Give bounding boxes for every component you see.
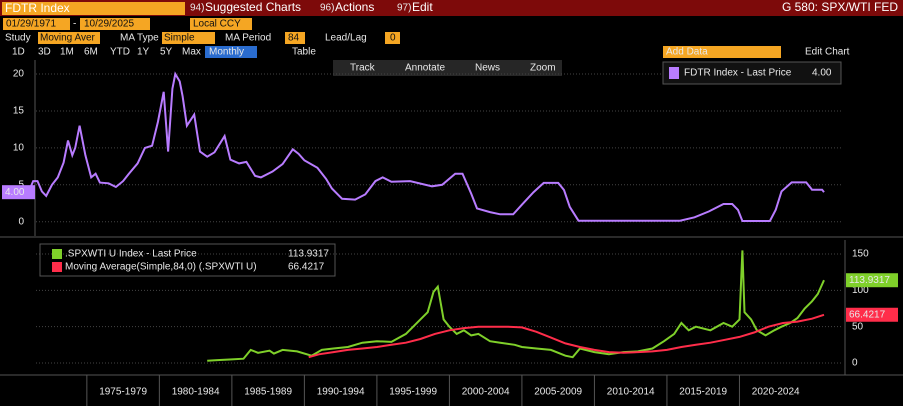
- period-button[interactable]: 3D: [38, 47, 51, 58]
- ma-type[interactable]: Simple: [164, 33, 195, 44]
- legend-box: [39, 243, 336, 277]
- frequency[interactable]: Monthly: [209, 47, 244, 58]
- ma-type-label: MA Type: [120, 33, 159, 44]
- x-tick-label: 2010-2014: [607, 387, 655, 398]
- menu[interactable]: Edit: [412, 0, 433, 14]
- date-input[interactable]: [80, 18, 150, 30]
- period-buttons: 1D 3D 1M 6M YTD 1Y 5Y Max: [12, 47, 201, 58]
- study-input[interactable]: [38, 32, 100, 44]
- chart-tool[interactable]: Annotate: [405, 63, 445, 74]
- y-tick-label: 0: [852, 358, 858, 369]
- last-value-tag: [846, 307, 898, 322]
- table-button[interactable]: Table: [292, 47, 316, 58]
- currency[interactable]: Local CCY: [193, 19, 241, 30]
- period-button[interactable]: 6M: [84, 47, 98, 58]
- chart-tool[interactable]: Track: [350, 63, 376, 74]
- legend-box: [662, 61, 842, 85]
- legend-swatch: [52, 249, 62, 259]
- study[interactable]: Moving Aver: [40, 33, 96, 44]
- series-line: [29, 71, 825, 222]
- chart-tools: [333, 60, 562, 76]
- y-tick-label: 50: [852, 321, 864, 332]
- legend-swatch: [669, 67, 679, 79]
- menu[interactable]: Actions: [335, 0, 374, 14]
- y-tick-label: 10: [13, 143, 25, 154]
- title-bar: [0, 0, 903, 16]
- legend-value: 4.00: [812, 68, 832, 79]
- ma-period-label: MA Period: [225, 33, 271, 44]
- last-value: 66.4217: [849, 309, 886, 320]
- x-tick-label: 2020-2024: [752, 387, 800, 398]
- legend-value: 66.4217: [288, 262, 325, 273]
- ma-period[interactable]: 84: [288, 33, 300, 44]
- x-tick-label: 1975-1979: [99, 387, 147, 398]
- y-tick-label: 0: [18, 216, 24, 227]
- x-tick-label: 1980-1984: [172, 387, 220, 398]
- add-data[interactable]: Add Data: [666, 47, 708, 58]
- legend-entry: Moving Average(Simple,84,0) (.SPXWTI U): [65, 262, 257, 273]
- add-data-input[interactable]: [663, 46, 781, 58]
- tool-group: Track Annotate News Zoom: [350, 63, 556, 74]
- menu-code: 97): [397, 3, 411, 14]
- legend-value: 113.9317: [288, 249, 329, 260]
- menu[interactable]: Suggested Charts: [205, 0, 301, 14]
- series-line: [207, 250, 825, 362]
- x-tick-label: 1990-1994: [317, 387, 365, 398]
- period-button[interactable]: 1D: [12, 47, 25, 58]
- period-button[interactable]: Max: [182, 47, 201, 58]
- legend-entry: FDTR Index - Last Price: [684, 68, 792, 79]
- edit-chart[interactable]: Edit Chart: [805, 47, 850, 58]
- menu-code: 96): [320, 3, 334, 14]
- start-date[interactable]: 01/29/1971: [6, 19, 56, 30]
- period-button[interactable]: YTD: [110, 47, 130, 58]
- x-tick-label: 2005-2009: [534, 387, 582, 398]
- chart-tool[interactable]: Zoom: [530, 63, 556, 74]
- ma-type-input[interactable]: [162, 32, 215, 44]
- lead-lag[interactable]: 0: [390, 33, 396, 44]
- y-tick-label: 100: [852, 285, 869, 296]
- currency-input[interactable]: [190, 18, 252, 30]
- date-input[interactable]: [3, 18, 70, 30]
- y-tick-label: 5: [18, 179, 24, 190]
- y-tick-label: 15: [13, 106, 25, 117]
- legend-entry: .SPXWTI U Index - Last Price: [65, 249, 197, 260]
- last-value: 4.00: [5, 187, 25, 198]
- ma-period-input[interactable]: [285, 32, 305, 44]
- y-tick-label: 150: [852, 249, 869, 260]
- y-tick-label: 20: [13, 69, 25, 80]
- x-tick-label: 2015-2019: [679, 387, 727, 398]
- chart-id: G 580: SPX/WTI FED: [782, 0, 898, 14]
- lead-lag-label: Lead/Lag: [325, 33, 367, 44]
- last-value-tag: [2, 185, 35, 200]
- x-tick-label: 2000-2004: [462, 387, 510, 398]
- lead-lag-input[interactable]: [385, 32, 400, 44]
- legend-swatch: [52, 262, 62, 272]
- ticker-input[interactable]: [2, 2, 185, 15]
- x-tick-label: 1995-1999: [389, 387, 437, 398]
- period-button[interactable]: 5Y: [160, 47, 173, 58]
- date-separator: -: [73, 19, 76, 30]
- chart-tool[interactable]: News: [475, 63, 500, 74]
- period-button[interactable]: 1Y: [137, 47, 150, 58]
- last-value-tag: [846, 273, 898, 288]
- last-value: 113.9317: [849, 275, 890, 286]
- period-button[interactable]: 1M: [60, 47, 74, 58]
- menu-code: 94): [190, 3, 204, 14]
- frequency-button[interactable]: [205, 46, 257, 58]
- x-tick-label: 1985-1989: [244, 387, 292, 398]
- end-date[interactable]: 10/29/2025: [84, 19, 134, 30]
- series-line: [308, 313, 825, 359]
- ticker[interactable]: FDTR Index: [5, 1, 70, 15]
- study-label: Study: [5, 33, 31, 44]
